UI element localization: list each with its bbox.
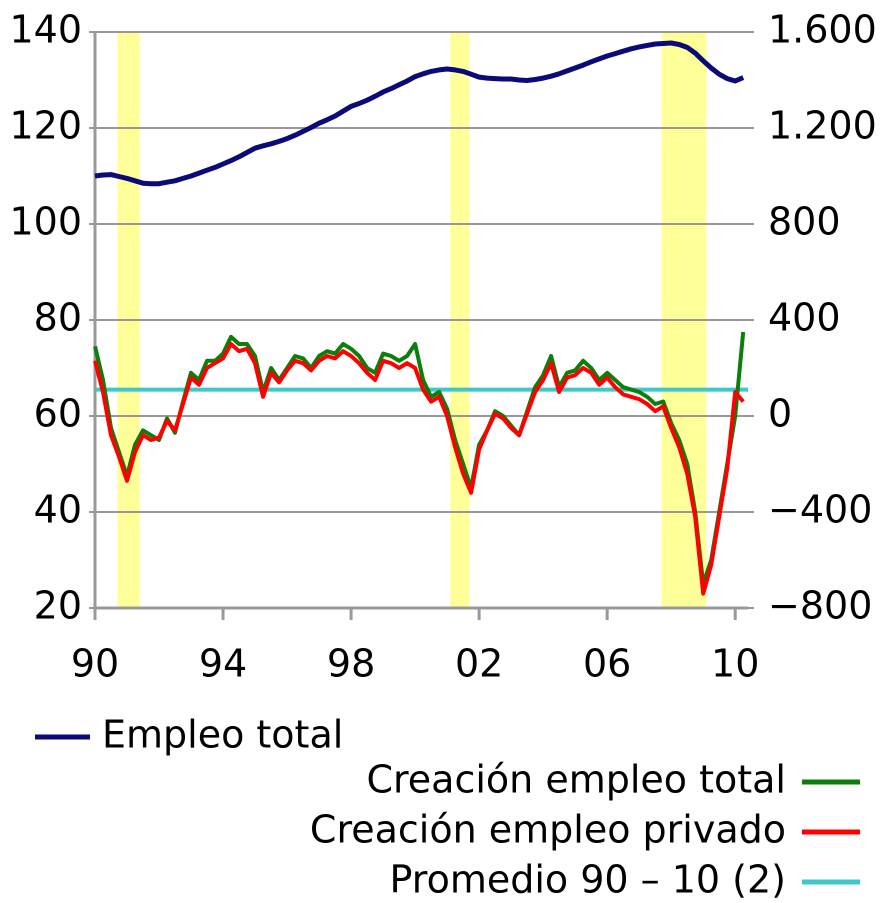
y2-tick-label: 0	[768, 392, 792, 436]
x-tick-label: 06	[583, 642, 631, 686]
legend-label: Promedio 90 – 10 (2)	[390, 858, 786, 902]
y2-tick-label: 800	[768, 200, 841, 244]
y-tick-label: 140	[9, 8, 82, 52]
legend-label: Empleo total	[102, 713, 343, 757]
series-line	[93, 331, 746, 586]
x-tick-label: 90	[71, 642, 119, 686]
y2-tick-label: 1.200	[768, 104, 877, 148]
y-tick-label: 40	[34, 488, 82, 532]
legend-label: Creación empleo total	[366, 758, 786, 802]
x-tick-label: 94	[199, 642, 247, 686]
y-tick-label: 100	[9, 200, 82, 244]
series-line	[93, 342, 745, 596]
series-line	[94, 40, 745, 187]
y-tick-label: 60	[34, 392, 82, 436]
y2-tick-label: 400	[768, 296, 841, 340]
y2-tick-label: 1.600	[768, 8, 877, 52]
x-tick-label: 10	[711, 642, 759, 686]
x-tick-label: 02	[455, 642, 503, 686]
y-tick-label: 20	[34, 584, 82, 628]
y-tick-label: 120	[9, 104, 82, 148]
y-tick-label: 80	[34, 296, 82, 340]
y2-tick-label: −400	[768, 488, 872, 532]
x-tick-label: 98	[327, 642, 375, 686]
y2-tick-label: −800	[768, 584, 872, 628]
legend-label: Creación empleo privado	[310, 808, 786, 852]
